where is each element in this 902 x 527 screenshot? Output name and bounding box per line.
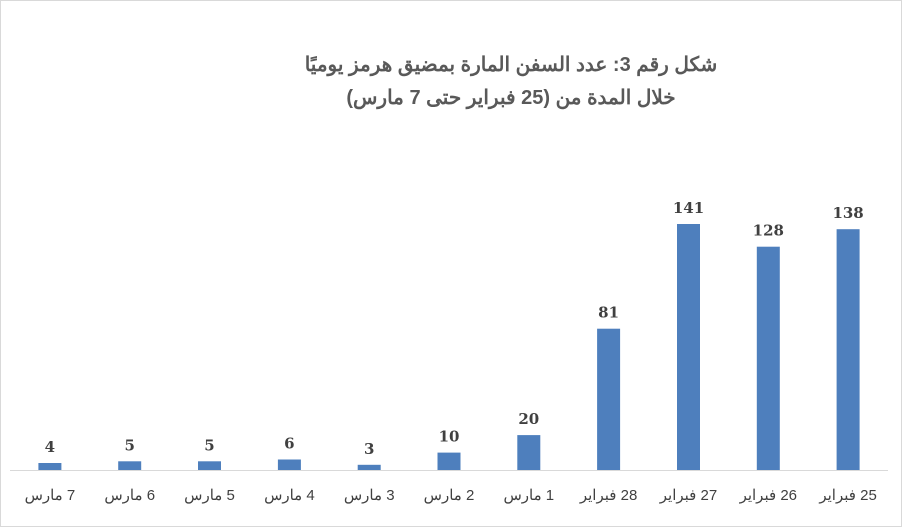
- x-tick-label: 28 فبراير: [579, 487, 637, 504]
- data-label: 141: [673, 199, 704, 217]
- data-label: 3: [364, 440, 374, 458]
- x-tick-label: 2 مارس: [424, 487, 475, 504]
- x-tick-label: 27 فبراير: [659, 487, 717, 504]
- x-tick-label: 26 فبراير: [739, 487, 797, 504]
- data-label: 5: [204, 436, 214, 454]
- data-labels-group: 138 128 141 81 20 10 3 6 5 5 4: [45, 199, 864, 458]
- bars-group: [38, 224, 860, 470]
- bar: [118, 461, 142, 470]
- data-label: 128: [753, 222, 784, 240]
- bar: [677, 224, 700, 470]
- data-label: 81: [598, 304, 619, 322]
- bar: [357, 464, 381, 470]
- x-tick-label: 3 مارس: [344, 487, 395, 504]
- chart-subtitle: خلال المدة من (25 فبراير حتى 7 مارس): [346, 87, 676, 109]
- x-tick-label: 4 مارس: [264, 487, 315, 504]
- bar: [38, 463, 62, 470]
- x-tick-label: 6 مارس: [104, 487, 155, 504]
- data-label: 10: [439, 428, 460, 446]
- data-label: 138: [832, 204, 863, 222]
- bar: [517, 435, 541, 470]
- bar: [437, 452, 461, 470]
- x-tick-label: 25 فبراير: [818, 487, 876, 504]
- x-tick-label: 1 مارس: [503, 487, 554, 504]
- x-tick-label: 7 مارس: [25, 487, 76, 504]
- data-label: 5: [124, 436, 134, 454]
- data-label: 20: [518, 410, 539, 428]
- bar: [836, 229, 860, 470]
- data-label: 4: [45, 438, 55, 456]
- bar: [198, 461, 221, 470]
- bar: [756, 246, 780, 470]
- x-tick-label: 5 مارس: [184, 487, 235, 504]
- data-label: 6: [284, 435, 294, 453]
- x-axis-labels: 25 فبراير 26 فبراير 27 فبراير 28 فبراير 1 ما…: [25, 487, 877, 504]
- bar: [597, 328, 621, 470]
- chart-title-block: شكل رقم 3: عدد السفن المارة بمضيق هرمز ي…: [231, 49, 791, 115]
- chart-title: شكل رقم 3: عدد السفن المارة بمضيق هرمز ي…: [304, 54, 718, 76]
- bar: [277, 459, 301, 470]
